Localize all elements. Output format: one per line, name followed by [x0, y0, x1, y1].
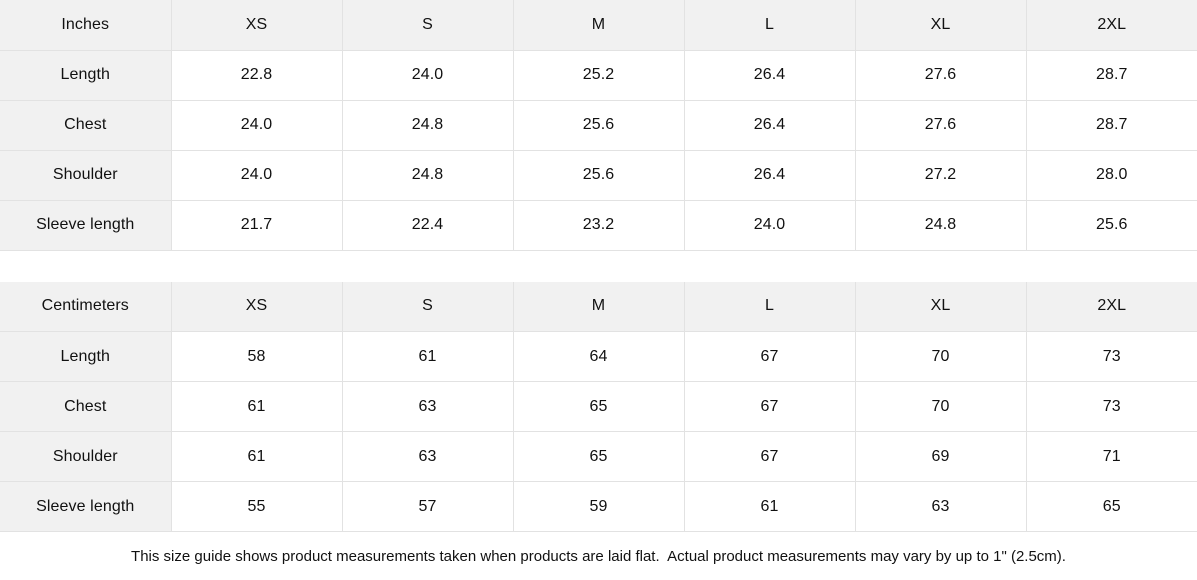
row-label-cell: Sleeve length	[0, 481, 172, 532]
value-cell: 64	[512, 331, 685, 382]
value-cell: 58	[170, 331, 343, 382]
value-cell: 24.0	[683, 199, 856, 251]
value-cell: 69	[854, 431, 1027, 482]
value-cell: 24.8	[854, 199, 1027, 251]
value-cell: 59	[512, 481, 685, 532]
value-cell: 73	[1025, 381, 1197, 432]
size-column-header: XL	[854, 281, 1027, 332]
header-row: Centimeters XS S M L XL 2XL	[0, 281, 1197, 332]
value-cell: 65	[512, 431, 685, 482]
value-cell: 67	[683, 431, 856, 482]
row-label-cell: Length	[0, 331, 172, 382]
value-cell: 67	[683, 331, 856, 382]
value-cell: 70	[854, 381, 1027, 432]
centimeters-table-header: Centimeters XS S M L XL 2XL	[0, 281, 1197, 332]
value-cell: 65	[512, 381, 685, 432]
value-cell: 61	[170, 431, 343, 482]
inches-table-body: Length 22.8 24.0 25.2 26.4 27.6 28.7 Chest 24.0 2…	[0, 49, 1197, 251]
value-cell: 63	[854, 481, 1027, 532]
table-row: Chest 61 63 65 67 70 73	[0, 381, 1197, 432]
centimeters-table-body: Length 58 61 64 67 70 73 Chest 61 63 65 67 70 73 Shoul…	[0, 331, 1197, 532]
value-cell: 71	[1025, 431, 1197, 482]
value-cell: 24.8	[341, 99, 514, 151]
value-cell: 27.6	[854, 99, 1027, 151]
value-cell: 22.8	[170, 49, 343, 101]
size-column-header: S	[341, 0, 514, 51]
value-cell: 25.2	[512, 49, 685, 101]
table-row: Length 22.8 24.0 25.2 26.4 27.6 28.7	[0, 49, 1197, 101]
inches-table: Inches XS S M L XL 2XL Length 22.8 24.0 25.…	[0, 0, 1197, 251]
value-cell: 24.0	[341, 49, 514, 101]
value-cell: 26.4	[683, 99, 856, 151]
value-cell: 25.6	[512, 149, 685, 201]
value-cell: 22.4	[341, 199, 514, 251]
value-cell: 26.4	[683, 149, 856, 201]
inches-table-header: Inches XS S M L XL 2XL	[0, 0, 1197, 51]
value-cell: 65	[1025, 481, 1197, 532]
row-label-cell: Shoulder	[0, 149, 172, 201]
value-cell: 61	[170, 381, 343, 432]
table-row: Sleeve length 55 57 59 61 63 65	[0, 481, 1197, 532]
value-cell: 28.7	[1025, 49, 1197, 101]
size-column-header: M	[512, 281, 685, 332]
header-row: Inches XS S M L XL 2XL	[0, 0, 1197, 51]
size-column-header: S	[341, 281, 514, 332]
size-column-header: L	[683, 0, 856, 51]
value-cell: 26.4	[683, 49, 856, 101]
size-column-header: M	[512, 0, 685, 51]
value-cell: 21.7	[170, 199, 343, 251]
value-cell: 24.0	[170, 149, 343, 201]
unit-header-cell: Inches	[0, 0, 172, 51]
size-column-header: 2XL	[1025, 281, 1197, 332]
centimeters-table: Centimeters XS S M L XL 2XL Length 58 61 64…	[0, 281, 1197, 532]
size-column-header: XS	[170, 281, 343, 332]
size-column-header: 2XL	[1025, 0, 1197, 51]
row-label-cell: Length	[0, 49, 172, 101]
table-row: Sleeve length 21.7 22.4 23.2 24.0 24.8 25.6	[0, 199, 1197, 251]
row-label-cell: Shoulder	[0, 431, 172, 482]
value-cell: 28.0	[1025, 149, 1197, 201]
row-label-cell: Chest	[0, 381, 172, 432]
value-cell: 27.6	[854, 49, 1027, 101]
value-cell: 57	[341, 481, 514, 532]
value-cell: 63	[341, 431, 514, 482]
value-cell: 24.8	[341, 149, 514, 201]
value-cell: 27.2	[854, 149, 1027, 201]
value-cell: 25.6	[1025, 199, 1197, 251]
value-cell: 25.6	[512, 99, 685, 151]
value-cell: 61	[683, 481, 856, 532]
size-guide-note: This size guide shows product measuremen…	[0, 532, 1197, 580]
table-row: Shoulder 61 63 65 67 69 71	[0, 431, 1197, 482]
size-column-header: XS	[170, 0, 343, 51]
value-cell: 73	[1025, 331, 1197, 382]
table-row: Chest 24.0 24.8 25.6 26.4 27.6 28.7	[0, 99, 1197, 151]
table-row: Length 58 61 64 67 70 73	[0, 331, 1197, 382]
value-cell: 28.7	[1025, 99, 1197, 151]
row-label-cell: Chest	[0, 99, 172, 151]
row-label-cell: Sleeve length	[0, 199, 172, 251]
size-column-header: XL	[854, 0, 1027, 51]
value-cell: 23.2	[512, 199, 685, 251]
table-gap	[0, 250, 1197, 282]
value-cell: 70	[854, 331, 1027, 382]
size-column-header: L	[683, 281, 856, 332]
table-row: Shoulder 24.0 24.8 25.6 26.4 27.2 28.0	[0, 149, 1197, 201]
value-cell: 61	[341, 331, 514, 382]
value-cell: 55	[170, 481, 343, 532]
value-cell: 24.0	[170, 99, 343, 151]
value-cell: 63	[341, 381, 514, 432]
value-cell: 67	[683, 381, 856, 432]
unit-header-cell: Centimeters	[0, 281, 172, 332]
